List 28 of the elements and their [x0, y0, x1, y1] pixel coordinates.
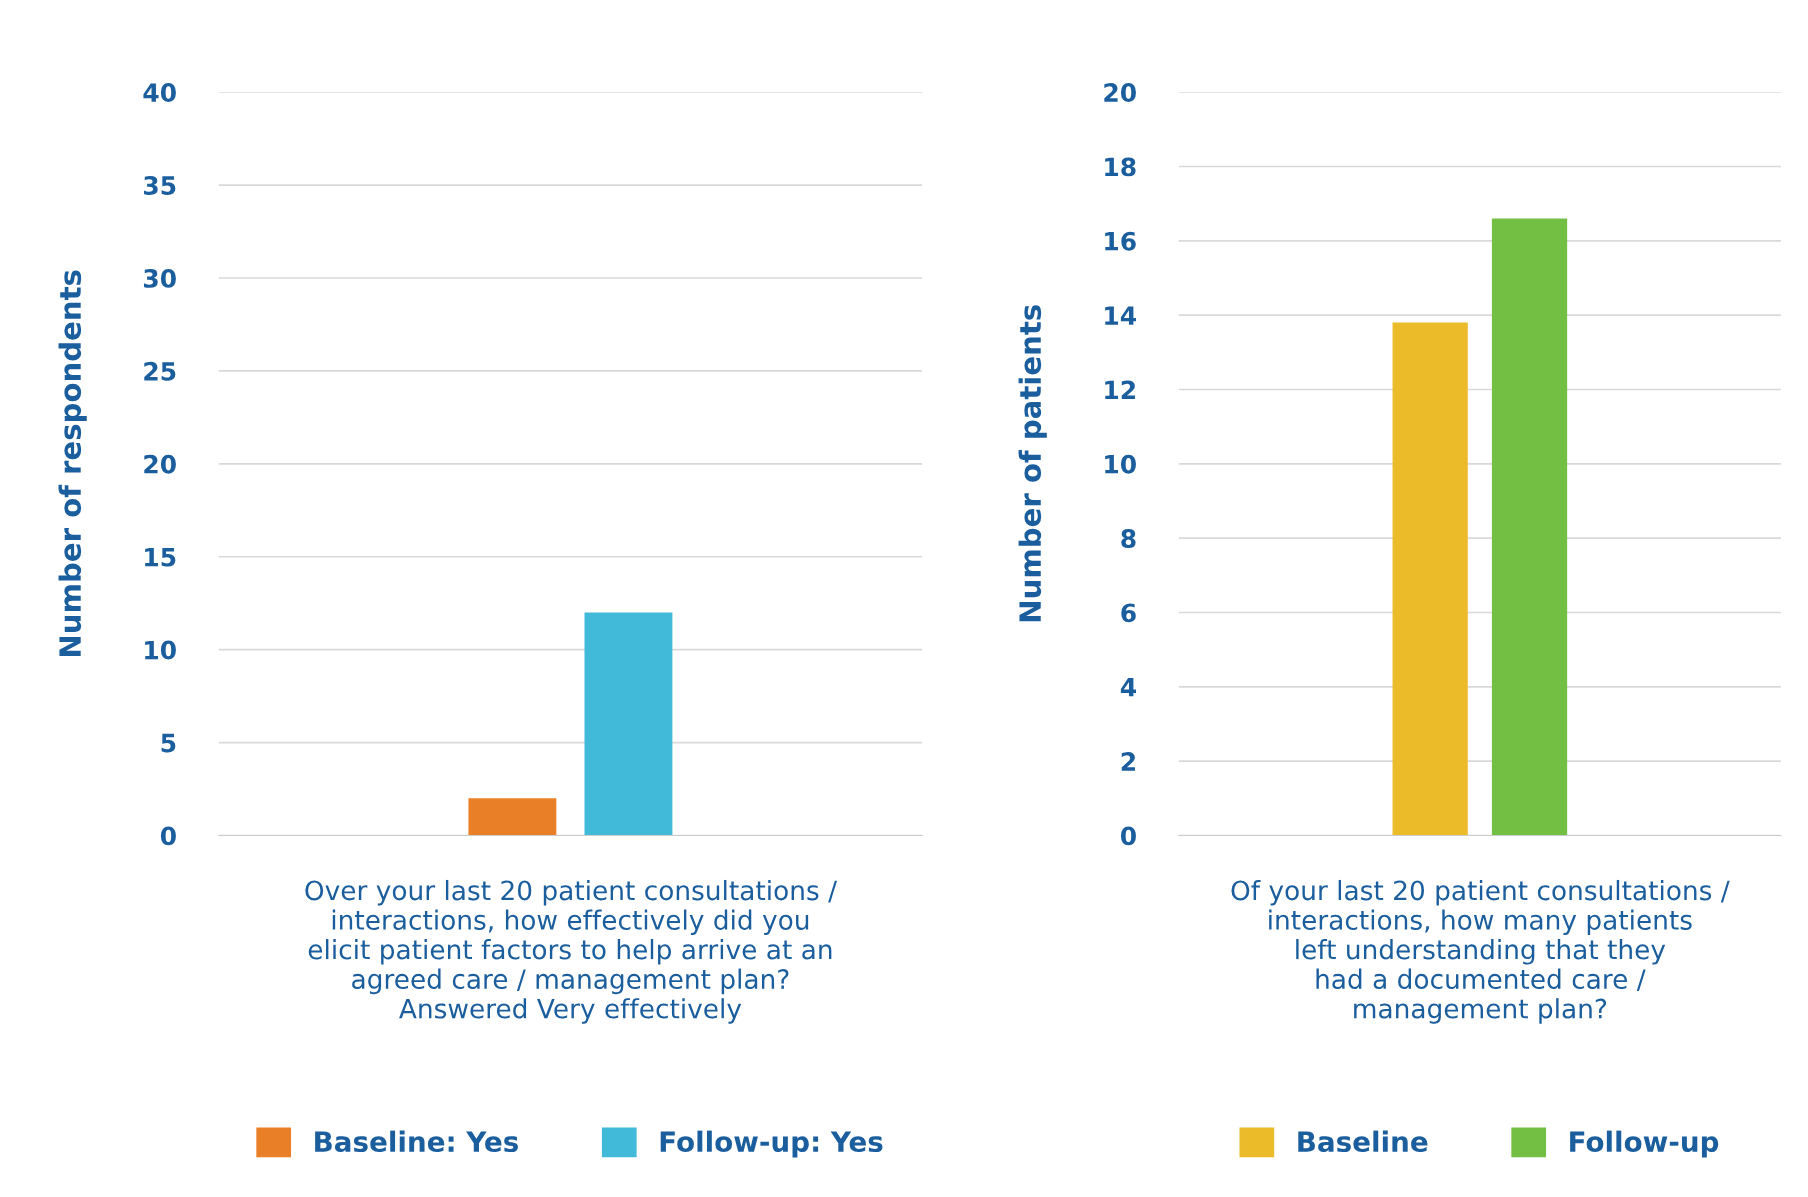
y-tick-label: 20 [1104, 83, 1136, 103]
y-tick-label: 5 [161, 733, 176, 753]
y-tick-label: 18 [1105, 157, 1136, 177]
y-axis-title: Number of respondents [58, 270, 87, 656]
x-axis-title: Over your last 20 patient consultations / interactions, how effectively did you elicit patient factors to help arrive at an agreed care / management plan? Answered Very effectively [305, 879, 837, 1024]
y-tick-label: 8 [1121, 529, 1136, 549]
y-tick-label: 16 [1105, 231, 1136, 251]
y-tick-label: 30 [143, 268, 176, 288]
y-tick-label: 40 [143, 83, 176, 103]
legend-label: Follow-up: Yes [660, 1130, 883, 1158]
y-tick-label: 35 [143, 176, 176, 195]
y-axis-title: Number of patients [1018, 305, 1047, 622]
y-tick-label: 0 [160, 826, 176, 846]
y-tick-label: 12 [1105, 380, 1135, 399]
legend-label: Baseline [1298, 1130, 1428, 1153]
y-tick-label: 14 [1105, 306, 1136, 325]
y-tick-label: 10 [1105, 454, 1136, 474]
y-tick-label: 2 [1121, 752, 1135, 771]
y-tick-label: 6 [1121, 603, 1136, 623]
y-tick-label: 10 [145, 640, 176, 660]
y-tick-label: 25 [144, 361, 176, 381]
legend-label: Follow-up [1570, 1130, 1719, 1158]
x-axis-title: Of your last 20 patient consultations / interactions, how many patients left understanding that they had a documented care / management plan? [1231, 879, 1730, 1024]
y-tick-label: 4 [1120, 678, 1136, 697]
y-tick-label: 0 [1120, 826, 1136, 846]
legend-label: Baseline: Yes [315, 1130, 518, 1153]
y-tick-label: 20 [144, 454, 176, 474]
y-tick-label: 15 [145, 548, 176, 567]
